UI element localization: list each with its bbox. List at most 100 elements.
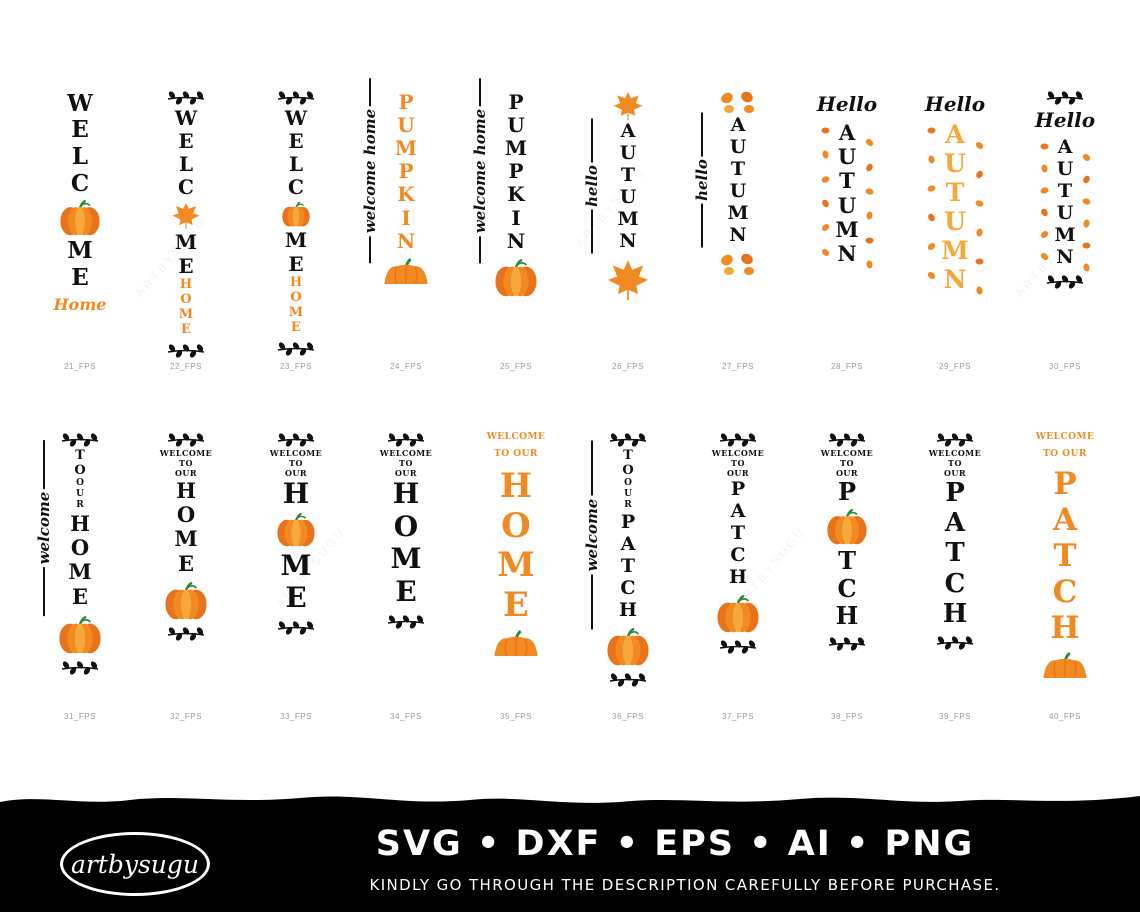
small-caption-word: WELCOME: [711, 448, 765, 458]
design-code-label: 31_FPS: [64, 712, 96, 721]
small-caption-word: OUR: [943, 468, 967, 478]
vertical-word: PP TCHTCH: [827, 478, 867, 630]
letter: N: [943, 265, 967, 294]
side-rule: [369, 236, 371, 264]
letter: K: [507, 182, 525, 207]
small-caption-word: WELCOME: [379, 448, 433, 458]
letter: M: [174, 230, 198, 255]
letter: M: [178, 307, 194, 323]
porch-sign-design: HelloAUTUMNAUTUMN: [797, 90, 897, 266]
pumpkin-icon: [827, 508, 867, 545]
letter: T: [730, 157, 746, 180]
small-caption-word: TO: [731, 458, 745, 468]
letter: W: [67, 89, 93, 117]
letter: M: [835, 217, 859, 243]
vertical-word: AUTUMNAUTUMN: [1054, 136, 1075, 268]
vertical-word: TOTOOUROURHOMEHOME: [68, 448, 91, 609]
small-leaf-icon: [822, 224, 830, 232]
small-leaf-icon: [821, 176, 830, 183]
porch-sign-design: WELCOMETOOURPATCHPATCH: [905, 432, 1005, 651]
letter: H: [619, 598, 637, 621]
laurel-icon: [719, 640, 757, 654]
small-caption-word: TO: [948, 458, 962, 468]
side-script-text: hello: [693, 112, 711, 248]
letter: R: [76, 500, 84, 511]
logo-text: artbysugu: [70, 849, 200, 879]
letter: M: [617, 207, 639, 230]
laurel-icon: [609, 433, 647, 447]
letter: A: [730, 113, 746, 136]
letter: U: [619, 141, 637, 164]
letter: U: [619, 185, 637, 208]
letter: H: [1050, 609, 1080, 646]
artbysugu-logo: artbysugu: [60, 832, 210, 896]
letter: P: [398, 159, 414, 184]
small-leaf-icon: [822, 199, 830, 208]
small-leaf-icon: [927, 185, 936, 192]
laurel-icon: [167, 91, 205, 105]
letter: E: [503, 584, 529, 625]
small-leaf-icon: [865, 139, 873, 147]
small-caption-word: TO OUR: [1043, 449, 1087, 460]
small-leaf-icon: [976, 286, 983, 294]
design-code-label: 28_FPS: [831, 362, 863, 371]
letter: E: [178, 128, 194, 153]
laurel-icon: [167, 344, 205, 358]
letter: P: [508, 159, 524, 184]
letter: E: [288, 251, 304, 276]
letter: A: [945, 120, 965, 149]
letter: R: [624, 500, 632, 511]
letter: P: [1053, 465, 1077, 502]
letter: H: [176, 477, 196, 503]
design-code-label: 21_FPS: [64, 362, 96, 371]
letter: T: [945, 538, 965, 569]
letter: M: [727, 201, 749, 224]
letter: T: [839, 168, 855, 194]
vertical-word: WELCWELCMEMEHOMEHOME: [172, 106, 200, 337]
vertical-word: AUTUMNAUTUMN: [835, 120, 858, 266]
small-leaf-icon: [1041, 253, 1049, 261]
laurel-icon: [277, 91, 315, 105]
small-leaf-icon: [1041, 164, 1049, 173]
small-leaf-icon: [928, 243, 936, 250]
pumpkin-icon: [717, 595, 759, 633]
pumpkin-half-icon: [1043, 652, 1087, 679]
design-code-label: 23_FPS: [280, 362, 312, 371]
letter: U: [729, 135, 747, 158]
letter: O: [501, 505, 531, 546]
letter: M: [1054, 223, 1076, 246]
vertical-word: PATCHPATCH: [729, 478, 747, 588]
laurel-icon: [167, 433, 205, 447]
small-caption-word: OUR: [174, 468, 198, 478]
script-greeting: Hello: [924, 92, 986, 116]
design-code-label: 38_FPS: [831, 712, 863, 721]
maple-leaf-icon: [172, 202, 200, 229]
letter: P: [730, 477, 746, 500]
porch-sign-design: WELCOMETOOURPATCHPATCH: [688, 432, 788, 655]
side-rule: [701, 112, 703, 157]
vertical-word: HOMEHOME: [497, 467, 535, 625]
letter: A: [838, 119, 856, 145]
small-leaf-icon: [1082, 242, 1091, 249]
letter: M: [390, 542, 422, 576]
letter: A: [1057, 135, 1073, 158]
porch-sign-design: HelloAUTUMNAUTUMN: [1015, 90, 1115, 290]
letter: T: [623, 448, 633, 464]
small-leaf-icon: [1041, 187, 1049, 194]
leaves-icon: [721, 91, 754, 113]
vertical-word: TOTOOUROURPATCHPATCH: [619, 448, 637, 621]
letter: E: [71, 264, 89, 292]
letter: W: [284, 105, 308, 130]
vertical-word: PUMPKINPUMPKIN: [505, 90, 527, 252]
small-leaf-icon: [927, 127, 936, 134]
small-leaf-icon: [865, 237, 874, 244]
vertical-word: AUTUMNAUTUMN: [617, 120, 638, 252]
side-script-text: welcome: [35, 440, 53, 617]
laurel-icon: [719, 433, 757, 447]
letter: A: [944, 508, 966, 539]
side-script-text: hello: [583, 118, 601, 254]
side-rule: [369, 78, 371, 107]
letter: A: [620, 532, 636, 555]
side-script-text: welcome home: [471, 78, 489, 264]
small-leaf-icon: [822, 150, 829, 159]
